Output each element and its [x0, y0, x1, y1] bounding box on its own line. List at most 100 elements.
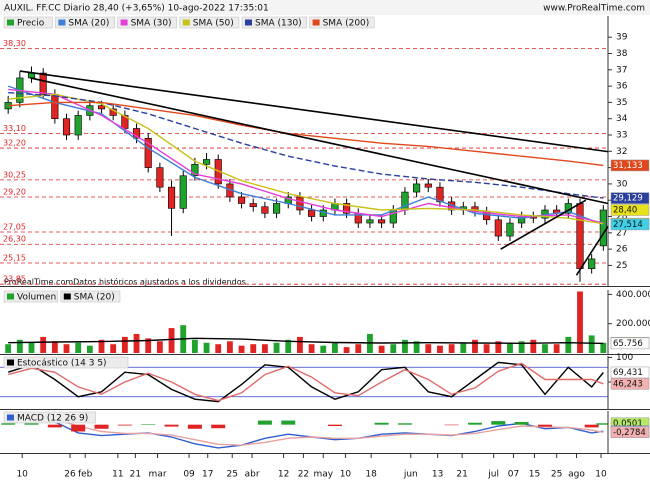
- candle-body: [413, 183, 421, 193]
- level-label: 29,20: [3, 187, 26, 196]
- candle-body: [179, 175, 187, 209]
- bar: [110, 344, 117, 353]
- legend-swatch: [58, 19, 66, 26]
- x-tick-label: 09: [183, 470, 195, 480]
- histogram-bar: [94, 424, 109, 429]
- price-tag-label: 65.756: [613, 339, 643, 349]
- legend-label: SMA (20): [68, 19, 109, 29]
- legend-box: [3, 16, 53, 29]
- price-tag-label: 46,243: [613, 379, 643, 389]
- histogram-bar: [491, 421, 506, 425]
- x-tick-label: 07: [508, 470, 519, 480]
- candle-body: [366, 219, 374, 224]
- bar: [507, 342, 513, 353]
- legend-swatch: [182, 19, 190, 26]
- price-tag: [610, 426, 650, 439]
- x-tick-label: 25: [227, 470, 238, 480]
- price-tag-label: 29,129: [613, 194, 643, 204]
- legend-label: SMA (30): [131, 19, 172, 29]
- bar: [390, 344, 397, 353]
- panel: [1, 414, 608, 449]
- level-label: 23,85: [3, 275, 26, 284]
- price-tag-label: 28,40: [613, 206, 637, 216]
- x-tick-label: 21: [130, 470, 141, 480]
- bar: [121, 336, 128, 353]
- y-tick-label: 38: [616, 49, 628, 59]
- bar: [518, 341, 525, 353]
- level-label: 30,25: [3, 170, 26, 179]
- line-series: [8, 415, 604, 446]
- level-label: 38,30: [3, 39, 26, 48]
- y-tick-label: 28: [616, 212, 628, 222]
- legend-swatch: [312, 19, 320, 26]
- legend-label: Precio: [17, 19, 45, 29]
- candle-body: [308, 209, 316, 217]
- candle-body: [436, 186, 444, 203]
- y-tick-label: 200.000: [616, 319, 650, 329]
- bar: [226, 341, 233, 353]
- bar: [437, 345, 443, 353]
- trendline: [575, 225, 609, 276]
- level-label: 32,20: [3, 139, 26, 148]
- candle-body: [599, 209, 607, 247]
- histogram-bar: [47, 424, 62, 428]
- panel: [0, 48, 608, 285]
- bar: [565, 336, 572, 353]
- legend-box: [3, 356, 129, 369]
- bar: [530, 339, 537, 353]
- y-tick-label: 33: [616, 131, 627, 141]
- bar: [378, 345, 385, 353]
- bar: [577, 291, 583, 353]
- x-tick-label: 13: [432, 470, 443, 480]
- price-tag: [610, 378, 650, 390]
- x-tick-label: 21: [456, 470, 467, 480]
- price-tag: [610, 366, 650, 379]
- bar: [238, 345, 245, 353]
- candle-body: [261, 206, 269, 214]
- candle-body: [191, 164, 199, 177]
- candle-body: [51, 93, 59, 120]
- legend-label: SMA (50): [193, 19, 234, 29]
- bar: [413, 341, 420, 353]
- histogram-bar: [117, 424, 132, 426]
- bar: [16, 339, 23, 353]
- y-tick-label: 39: [616, 33, 628, 43]
- candle-body: [74, 115, 82, 136]
- legend-label: SMA (200): [323, 19, 370, 29]
- legend-box: [179, 16, 240, 29]
- y-tick-label: 37: [616, 65, 627, 75]
- bar: [86, 345, 93, 353]
- bar: [495, 341, 502, 353]
- x-tick-label: 17: [202, 470, 213, 480]
- candle-body: [343, 203, 351, 214]
- bar: [168, 328, 175, 353]
- legend-swatch: [63, 293, 71, 300]
- candle-body: [62, 118, 71, 136]
- legend-box: [117, 16, 178, 29]
- x-tick-label: 10: [340, 470, 352, 480]
- level-label: 33,10: [3, 124, 26, 133]
- legend-box: [241, 16, 307, 29]
- source: www.ProRealTime.com: [543, 4, 645, 14]
- histogram-bar: [584, 424, 599, 428]
- histogram-bar: [281, 420, 296, 425]
- line-series: [8, 93, 604, 225]
- x-tick-label: 11: [112, 470, 123, 480]
- price-tag: [610, 192, 650, 204]
- trendline: [19, 70, 609, 153]
- candle-body: [39, 72, 47, 95]
- histogram-bar: [71, 424, 86, 432]
- bar: [460, 342, 467, 353]
- bar: [402, 339, 408, 353]
- histogram-bar: [596, 423, 608, 425]
- bar: [191, 339, 198, 353]
- candle-body: [156, 167, 164, 188]
- bar: [98, 339, 105, 353]
- candle-body: [273, 203, 281, 214]
- x-tick-label: abr: [245, 470, 260, 480]
- bar: [472, 339, 478, 353]
- legend-box: [60, 290, 121, 303]
- legend-swatch: [120, 19, 128, 26]
- bar: [261, 344, 268, 353]
